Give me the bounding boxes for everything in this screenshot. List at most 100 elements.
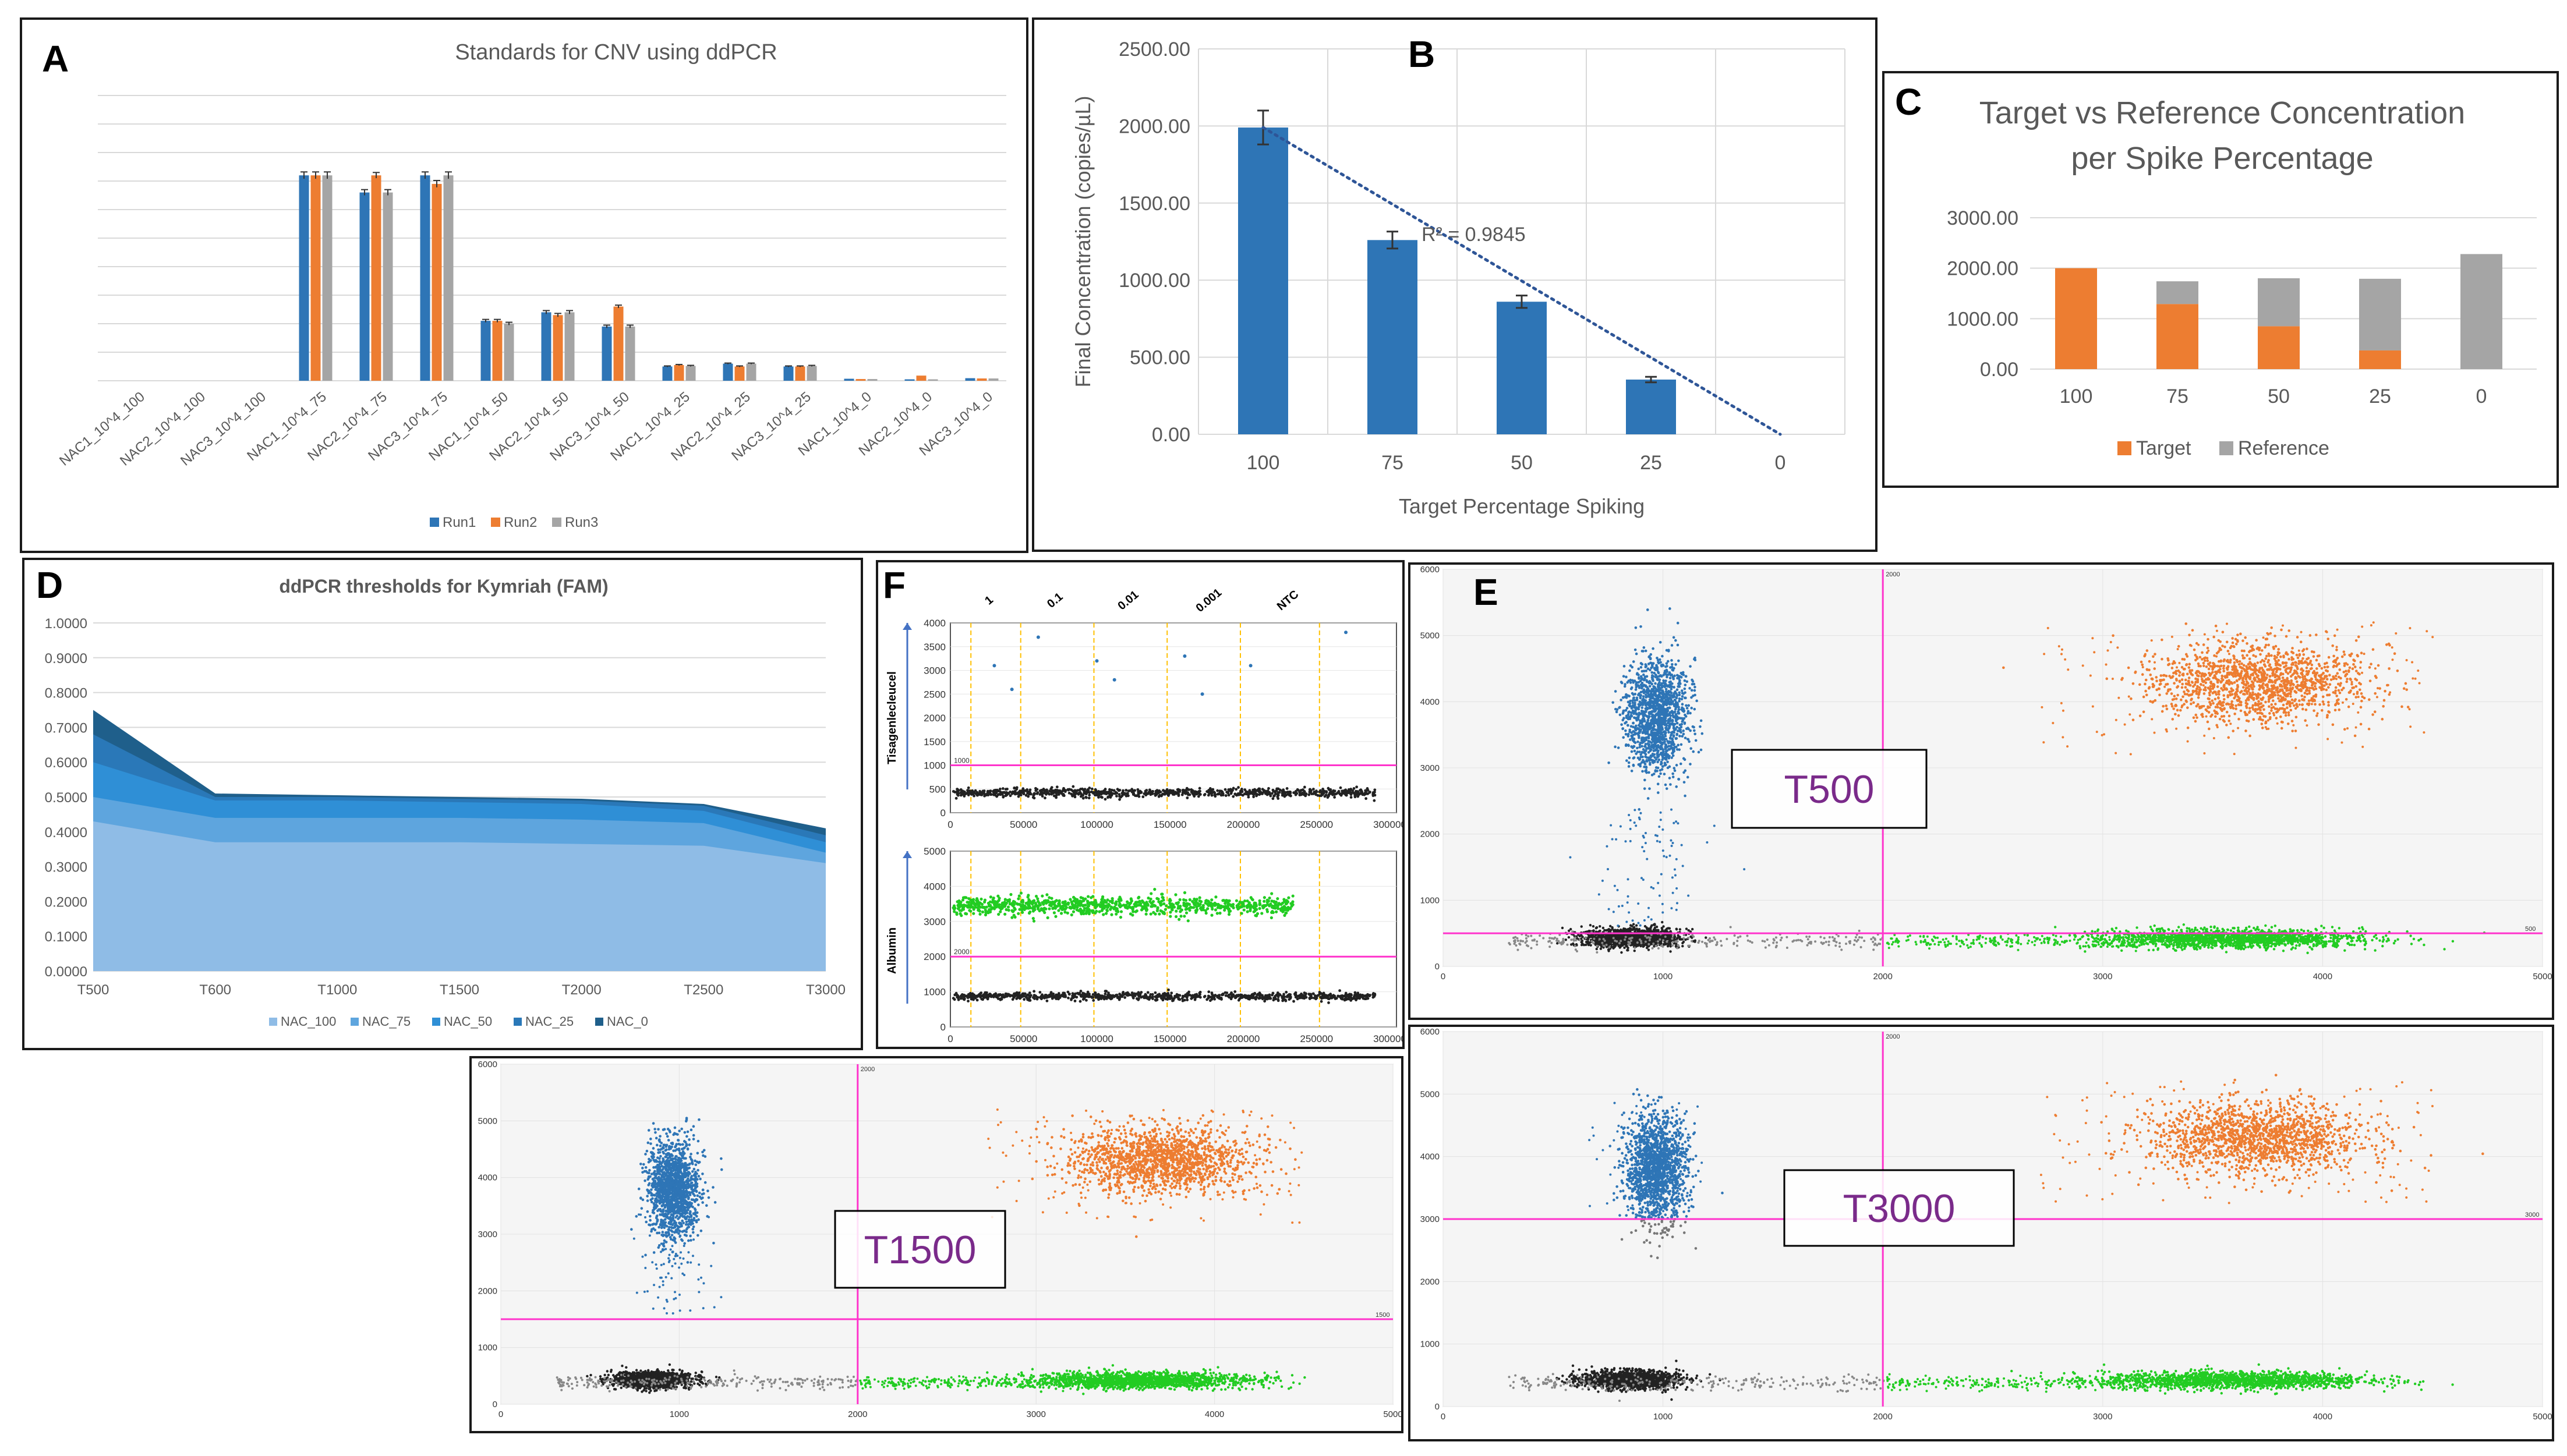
droplet-negative bbox=[1081, 998, 1085, 1001]
droplet-negative bbox=[1122, 991, 1125, 994]
droplet-positive bbox=[1109, 905, 1113, 909]
droplet-negative bbox=[1575, 939, 1578, 942]
droplet-positive bbox=[1029, 901, 1033, 905]
droplet-negative bbox=[1652, 938, 1654, 941]
droplet-positive bbox=[991, 901, 994, 904]
x-tick-label: 4000 bbox=[2313, 972, 2332, 982]
droplet-negative bbox=[1311, 792, 1315, 795]
droplet-negative bbox=[1198, 789, 1201, 793]
droplet-negative bbox=[1677, 944, 1680, 947]
droplets-bottom bbox=[952, 888, 1377, 1004]
droplet-positive bbox=[1040, 908, 1044, 912]
droplet-negative bbox=[1006, 792, 1010, 795]
droplet-negative bbox=[1584, 937, 1587, 940]
droplet-reference bbox=[2195, 929, 2199, 931]
droplet-positive bbox=[1084, 912, 1088, 915]
droplet-positive bbox=[1160, 899, 1164, 903]
droplet-positive bbox=[1152, 904, 1156, 907]
droplet-negative bbox=[1610, 943, 1613, 946]
droplet-positive bbox=[1019, 903, 1023, 906]
droplet-positive bbox=[1133, 904, 1137, 908]
droplet-negative bbox=[970, 792, 974, 795]
droplet-negative bbox=[1652, 928, 1656, 931]
droplet-negative bbox=[1810, 941, 1813, 944]
y-tick-label: 1000 bbox=[924, 987, 946, 998]
droplet-positive bbox=[991, 898, 995, 902]
droplet-negative bbox=[1118, 798, 1121, 801]
droplet-negative bbox=[1662, 939, 1665, 942]
droplet-negative bbox=[1196, 994, 1199, 998]
bar-reference bbox=[2258, 278, 2300, 327]
droplet-positive bbox=[1046, 916, 1049, 920]
droplet-negative bbox=[1163, 792, 1166, 796]
droplet-negative bbox=[1827, 944, 1830, 947]
droplet-negative bbox=[1711, 940, 1714, 943]
droplet-negative bbox=[1605, 944, 1608, 947]
droplet-positive bbox=[1103, 899, 1106, 902]
droplet-negative bbox=[1876, 944, 1879, 947]
droplet-negative bbox=[1133, 789, 1136, 792]
droplet-positive bbox=[1126, 901, 1130, 905]
droplet-reference bbox=[2181, 948, 2184, 951]
droplet-positive bbox=[1170, 908, 1174, 911]
droplet-negative bbox=[961, 793, 964, 796]
droplet-positive bbox=[958, 909, 961, 912]
droplet-negative bbox=[1519, 940, 1522, 943]
droplet-negative bbox=[1255, 996, 1258, 999]
droplet-positive bbox=[1055, 899, 1058, 902]
droplet-negative bbox=[1560, 943, 1563, 945]
droplet-positive bbox=[1159, 904, 1162, 907]
droplet-negative bbox=[1012, 791, 1016, 795]
droplet-negative bbox=[1092, 999, 1095, 1002]
droplet-negative bbox=[1097, 796, 1100, 799]
droplet-negative bbox=[1062, 991, 1065, 995]
droplet-negative bbox=[997, 993, 1000, 997]
bar-run2 bbox=[492, 321, 503, 381]
droplet-negative bbox=[1516, 948, 1519, 951]
droplet-negative bbox=[1213, 994, 1217, 997]
droplet-positive bbox=[1263, 899, 1266, 903]
droplet-negative bbox=[1646, 928, 1649, 931]
y-axis-title-bottom: Albumin bbox=[886, 927, 899, 974]
droplet-negative bbox=[1144, 789, 1147, 793]
droplet-negative bbox=[966, 791, 970, 794]
x-tick-label: 25 bbox=[2369, 385, 2391, 408]
bar-run3 bbox=[988, 378, 999, 381]
droplet-negative bbox=[1094, 991, 1097, 994]
droplet-negative bbox=[1808, 936, 1811, 938]
droplet-positive bbox=[971, 898, 975, 901]
droplet-negative bbox=[1182, 995, 1185, 998]
droplet-negative bbox=[1335, 997, 1338, 1000]
dilution-label: 0.1 bbox=[1045, 590, 1065, 611]
bar-run3 bbox=[443, 175, 454, 381]
droplet-negative bbox=[1115, 795, 1118, 798]
bar-run1 bbox=[602, 326, 612, 381]
droplet-negative bbox=[1736, 940, 1739, 943]
droplet-positive bbox=[1154, 912, 1157, 916]
y-axis-title-top: Tisagenlecleucel bbox=[886, 671, 899, 764]
droplet-negative bbox=[1017, 991, 1021, 994]
droplet-negative bbox=[1691, 927, 1694, 931]
droplet-positive bbox=[1066, 911, 1069, 915]
droplet-negative bbox=[1073, 999, 1077, 1002]
droplet-negative bbox=[1052, 791, 1055, 793]
droplet-negative bbox=[1749, 940, 1752, 943]
droplet-negative bbox=[1301, 994, 1304, 997]
droplet-positive bbox=[1027, 894, 1030, 897]
y-tick-label: 1500 bbox=[924, 736, 946, 748]
droplet-positive bbox=[1282, 905, 1286, 908]
droplet-positive bbox=[967, 897, 971, 901]
bar-run2 bbox=[916, 375, 927, 381]
droplet-negative bbox=[1178, 788, 1182, 792]
droplet-negative bbox=[1244, 996, 1248, 1000]
droplet-negative bbox=[1099, 795, 1103, 799]
droplet-negative bbox=[1177, 792, 1180, 796]
droplet-positive bbox=[1006, 905, 1010, 909]
x-tick-label: 5000 bbox=[2533, 972, 2552, 982]
droplet-positive bbox=[1084, 904, 1087, 907]
droplet-negative bbox=[1652, 936, 1655, 939]
droplet-negative bbox=[1642, 943, 1645, 946]
droplet-negative bbox=[1639, 940, 1642, 943]
droplet-positive bbox=[1344, 630, 1348, 635]
droplet-negative bbox=[1231, 789, 1234, 792]
